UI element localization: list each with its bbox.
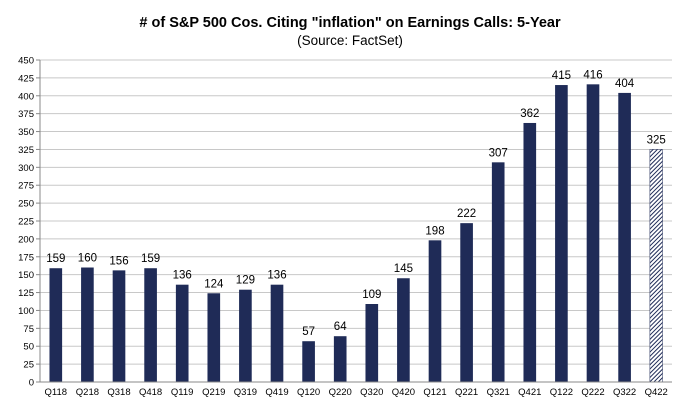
x-tick-label-q418: Q418 (139, 387, 162, 398)
data-label-q318: 156 (109, 255, 128, 267)
x-tick-label-q218: Q218 (76, 387, 99, 398)
bar-q319 (239, 289, 252, 382)
bar-q220 (333, 336, 347, 382)
data-label-q221: 222 (457, 208, 476, 220)
y-axis: 0 25 50 75 100 125 150 175 200 225 250 275 300 325 350… (18, 56, 41, 389)
bar-q219 (207, 293, 221, 382)
y-tick-label: 450 (18, 56, 34, 67)
gridlines (40, 59, 672, 365)
x-tick-label-q219: Q219 (202, 387, 225, 398)
y-tick-label: 50 (23, 342, 34, 353)
y-tick-label: 275 (18, 181, 34, 192)
bar-q421 (523, 122, 537, 383)
x-axis: Q118 Q218 Q318 Q418 Q119 Q219 Q319 Q419 Q120 Q220… (40, 381, 672, 398)
data-label-q219: 124 (204, 278, 224, 290)
x-tick-label-q122: Q122 (550, 387, 573, 398)
x-tick-label-q221: Q221 (455, 387, 478, 398)
x-tick-label-q121: Q121 (423, 387, 446, 398)
bar-q222 (586, 84, 600, 382)
bar-q122 (555, 85, 568, 383)
y-tick-label: 125 (18, 288, 34, 299)
chart-titles: # of S&P 500 Cos. Citing "inflation" on … (0, 14, 700, 49)
x-tick-label-q222: Q222 (581, 387, 604, 398)
x-tick-label-q419: Q419 (265, 387, 288, 398)
bar-q422 (649, 149, 663, 383)
data-label-q120: 57 (302, 326, 315, 338)
bar-q118 (49, 268, 63, 382)
x-tick-label-q422: Q422 (645, 387, 668, 398)
y-tick-label: 300 (18, 163, 34, 174)
y-tick-label: 150 (18, 270, 34, 281)
y-tick-label: 225 (18, 217, 34, 228)
y-tick-label: 200 (18, 234, 34, 245)
data-label-q320: 109 (362, 289, 381, 301)
y-tick-label: 250 (18, 199, 34, 210)
y-tick-label: 375 (18, 109, 34, 120)
y-tick-label: 400 (18, 91, 34, 102)
x-tick-label-q421: Q421 (518, 387, 541, 398)
data-label-q422: 325 (647, 134, 666, 146)
bar-q419 (270, 284, 284, 382)
x-tick-label-q119: Q119 (171, 387, 194, 398)
x-tick-label-q420: Q420 (392, 387, 415, 398)
y-tick-label: 100 (18, 306, 34, 317)
bar-q119 (175, 284, 189, 382)
x-tick-label-q118: Q118 (45, 387, 68, 398)
data-label-q218: 160 (78, 253, 97, 265)
bar-q420 (397, 278, 410, 382)
x-tick-label-q220: Q220 (329, 387, 352, 398)
data-label-q321: 307 (489, 147, 508, 159)
data-labels: 159 160 156 159 136 124 129 136 57 64 109 145 198 222… (46, 69, 666, 338)
data-label-q121: 198 (425, 225, 444, 237)
data-label-q122: 415 (552, 70, 571, 82)
bar-q120 (302, 341, 315, 382)
bar-q322 (618, 92, 631, 382)
bar-q318 (112, 270, 126, 382)
y-tick-label: 75 (23, 324, 34, 335)
data-label-q420: 145 (394, 263, 413, 275)
bar-q221 (460, 223, 473, 382)
x-tick-label-q318: Q318 (107, 387, 130, 398)
data-label-q220: 64 (334, 321, 347, 333)
x-tick-label-q120: Q120 (297, 387, 320, 398)
x-tick-label-q322: Q322 (613, 387, 636, 398)
y-tick-label: 350 (18, 127, 34, 138)
y-tick-label: 175 (18, 252, 34, 263)
y-tick-label: 25 (23, 360, 34, 371)
x-tick-label-q319: Q319 (234, 387, 257, 398)
chart-title: # of S&P 500 Cos. Citing "inflation" on … (139, 15, 561, 31)
x-tick-label-q321: Q321 (487, 387, 510, 398)
data-label-q222: 416 (583, 69, 602, 81)
bar-q321 (491, 162, 505, 382)
bar-q320 (365, 304, 379, 382)
data-label-q419: 136 (267, 270, 286, 282)
x-tick-label-q320: Q320 (360, 387, 383, 398)
data-label-q118: 159 (46, 253, 65, 265)
bar-q121 (428, 240, 442, 382)
data-label-q319: 129 (236, 275, 255, 287)
y-tick-label: 425 (18, 73, 34, 84)
bar-q218 (81, 267, 94, 382)
data-label-q421: 362 (520, 108, 539, 120)
data-label-q119: 136 (173, 270, 192, 282)
bars (49, 84, 663, 383)
data-label-q418: 159 (141, 253, 160, 265)
chart-subtitle: (Source: FactSet) (297, 33, 403, 48)
data-label-q322: 404 (615, 78, 635, 90)
bar-q418 (144, 268, 157, 382)
y-tick-label: 325 (18, 145, 34, 156)
y-tick-label: 0 (29, 378, 34, 389)
